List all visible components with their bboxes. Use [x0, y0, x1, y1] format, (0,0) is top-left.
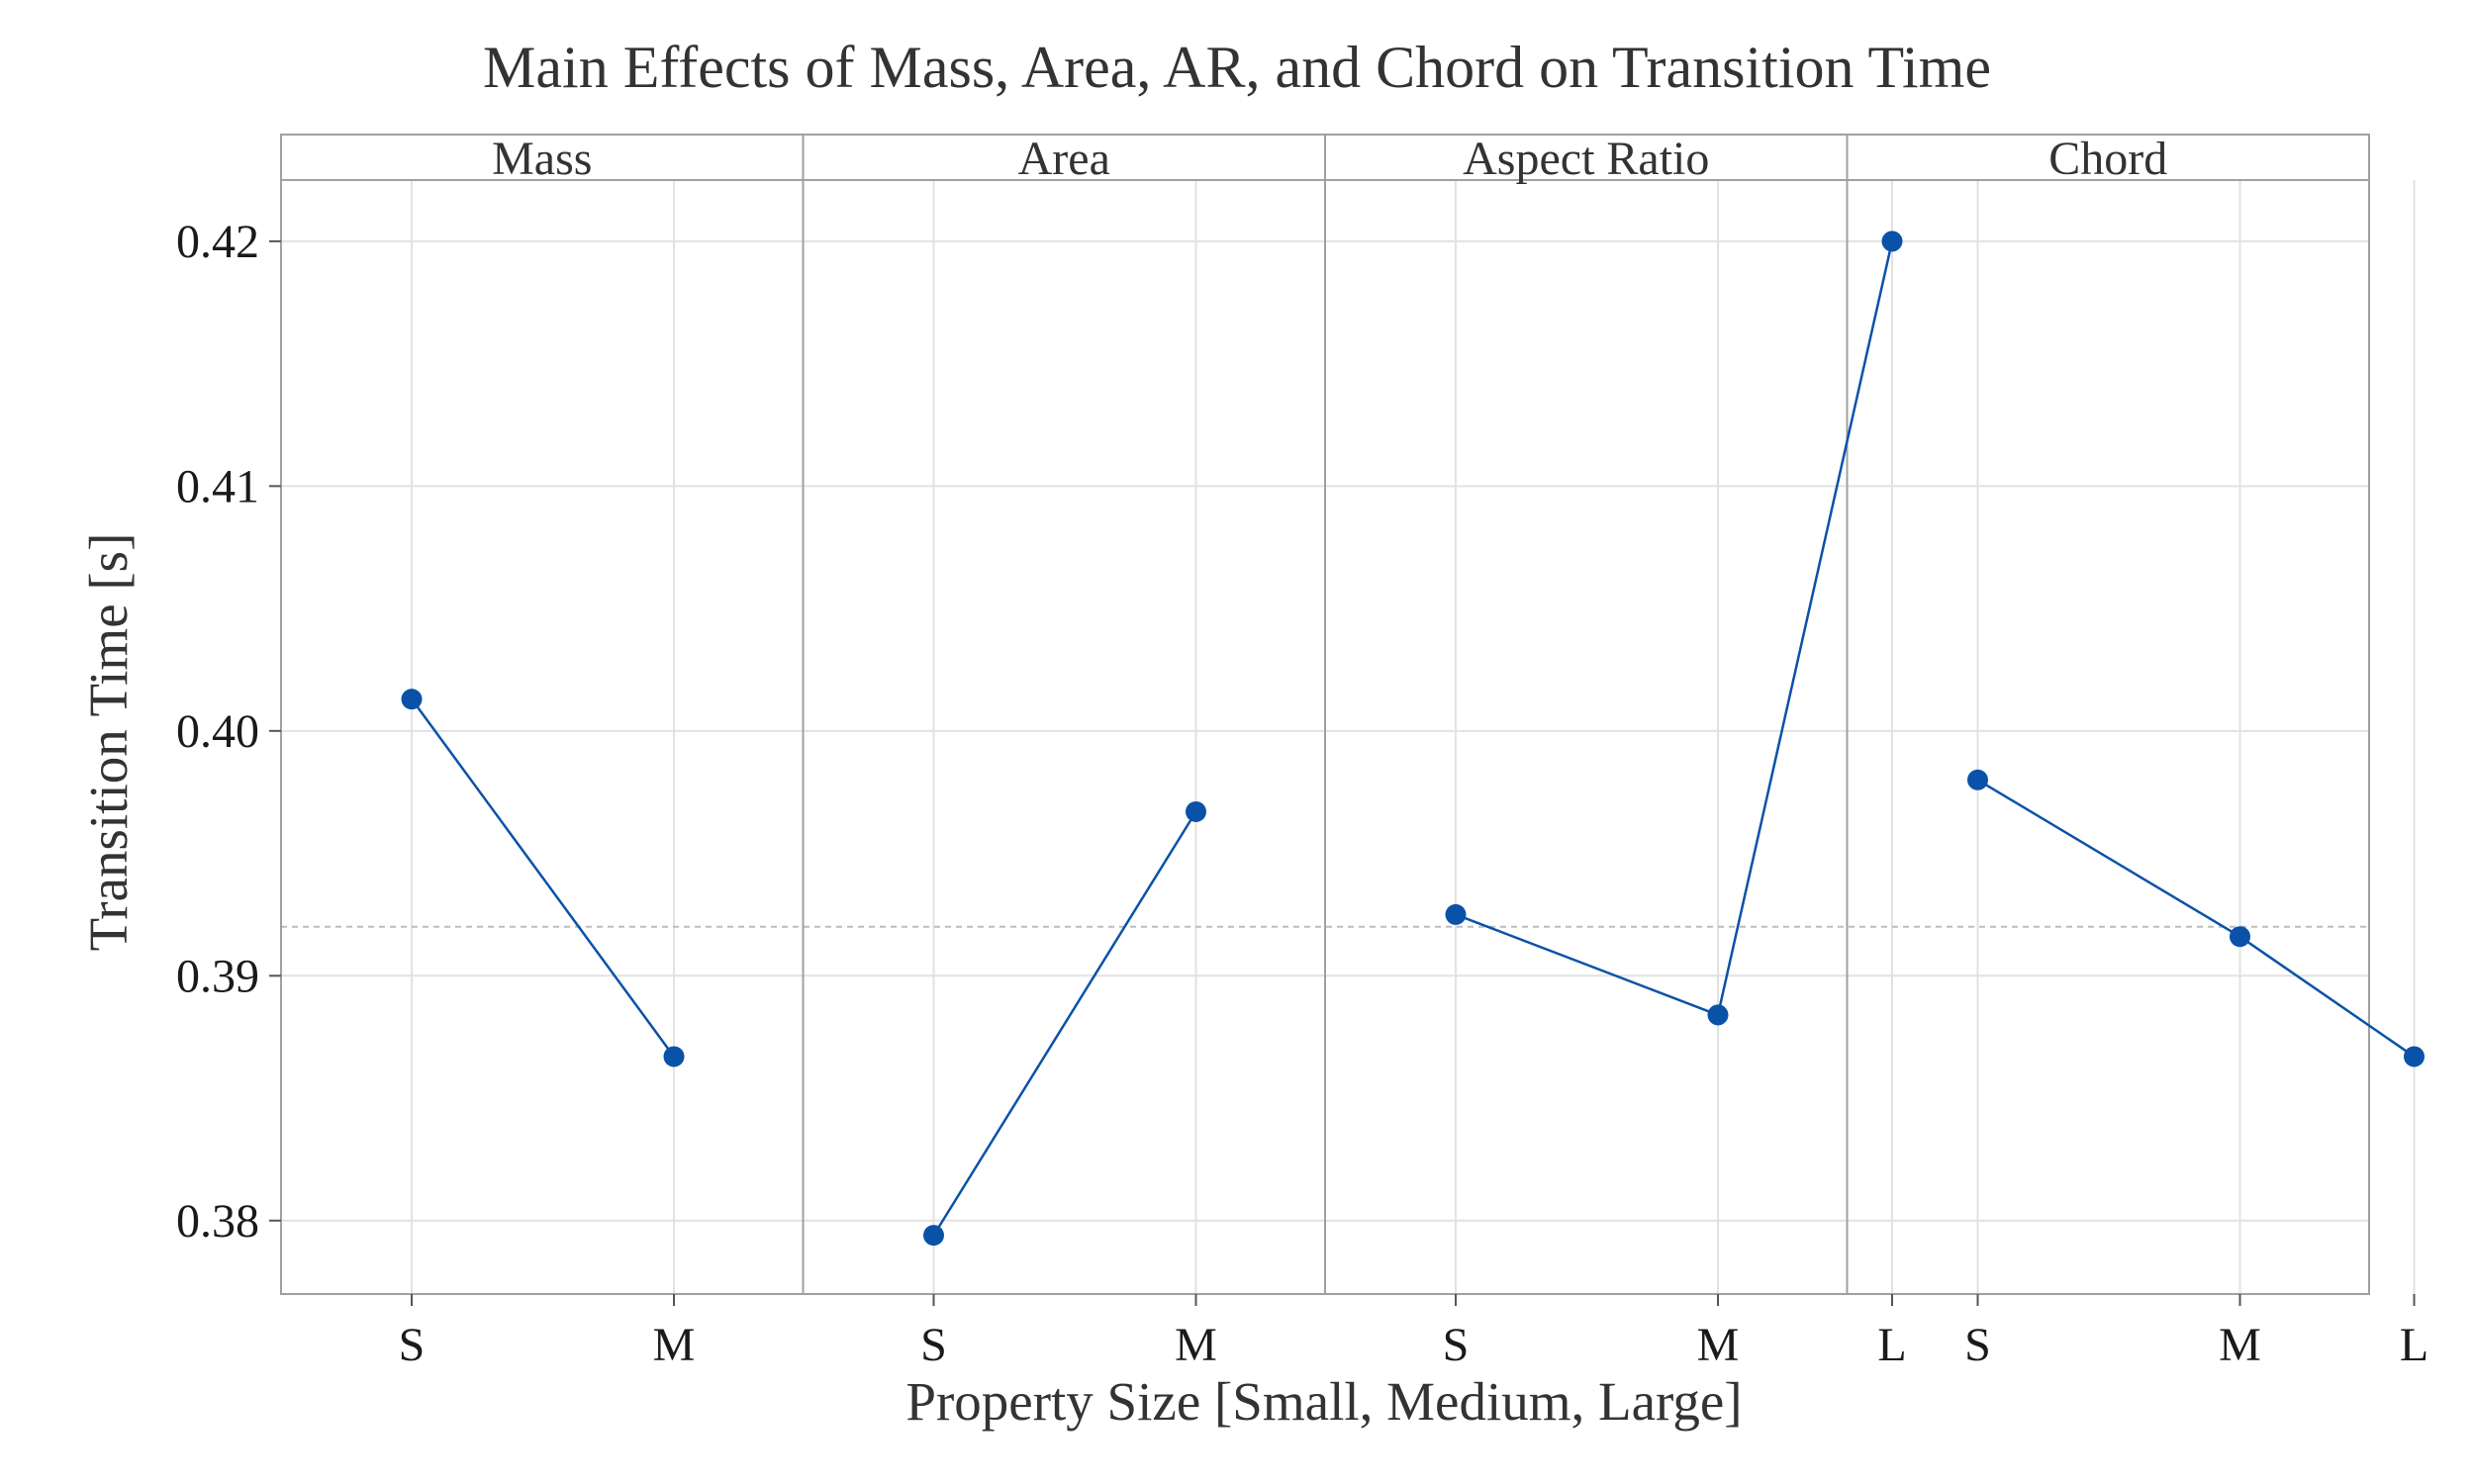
x-tick-label: M [1175, 1319, 1217, 1371]
series-line [1976, 779, 2416, 1058]
x-tick-label: M [1697, 1319, 1740, 1371]
data-point [923, 1225, 944, 1247]
x-tick-label: M [653, 1319, 696, 1371]
facet-label: Mass [492, 133, 592, 185]
x-tick-label: L [2400, 1319, 2428, 1371]
y-tick-label: 0.41 [176, 460, 259, 512]
y-tick-label: 0.40 [176, 705, 259, 758]
chart-title: Main Effects of Mass, Area, AR, and Chor… [483, 35, 1991, 100]
series-line [1455, 240, 1894, 1017]
data-point [1707, 1004, 1729, 1026]
x-tick-label: M [2219, 1319, 2261, 1371]
series-line [932, 810, 1197, 1237]
data-point [1186, 800, 1206, 822]
plot-area: 0.38 0.39 0.40 0.41 0.42 Mass S M Area S M Aspect R… [176, 133, 2428, 1371]
data-point [1881, 231, 1903, 252]
x-tick-label: S [1443, 1319, 1470, 1371]
data-point [2404, 1046, 2425, 1067]
y-tick-label: 0.39 [176, 950, 259, 1002]
series-line [410, 697, 676, 1058]
facet-label: Aspect Ratio [1463, 133, 1709, 185]
facet-label: Area [1018, 133, 1110, 185]
data-point [1967, 769, 1988, 790]
x-tick-label: L [1877, 1319, 1906, 1371]
data-point [1445, 903, 1467, 925]
facet-label: Chord [2048, 133, 2167, 185]
y-tick-label: 0.42 [176, 216, 259, 268]
x-tick-label: S [1964, 1319, 1991, 1371]
x-tick-label: S [399, 1319, 426, 1371]
x-axis-label: Property Size [Small, Medium, Large] [905, 1371, 1742, 1432]
data-point [401, 689, 423, 710]
x-tick-label: S [920, 1319, 947, 1371]
y-axis-label: Transition Time [s] [78, 533, 139, 952]
data-point [2230, 926, 2250, 948]
y-tick-label: 0.38 [176, 1195, 259, 1248]
data-point [663, 1046, 685, 1067]
